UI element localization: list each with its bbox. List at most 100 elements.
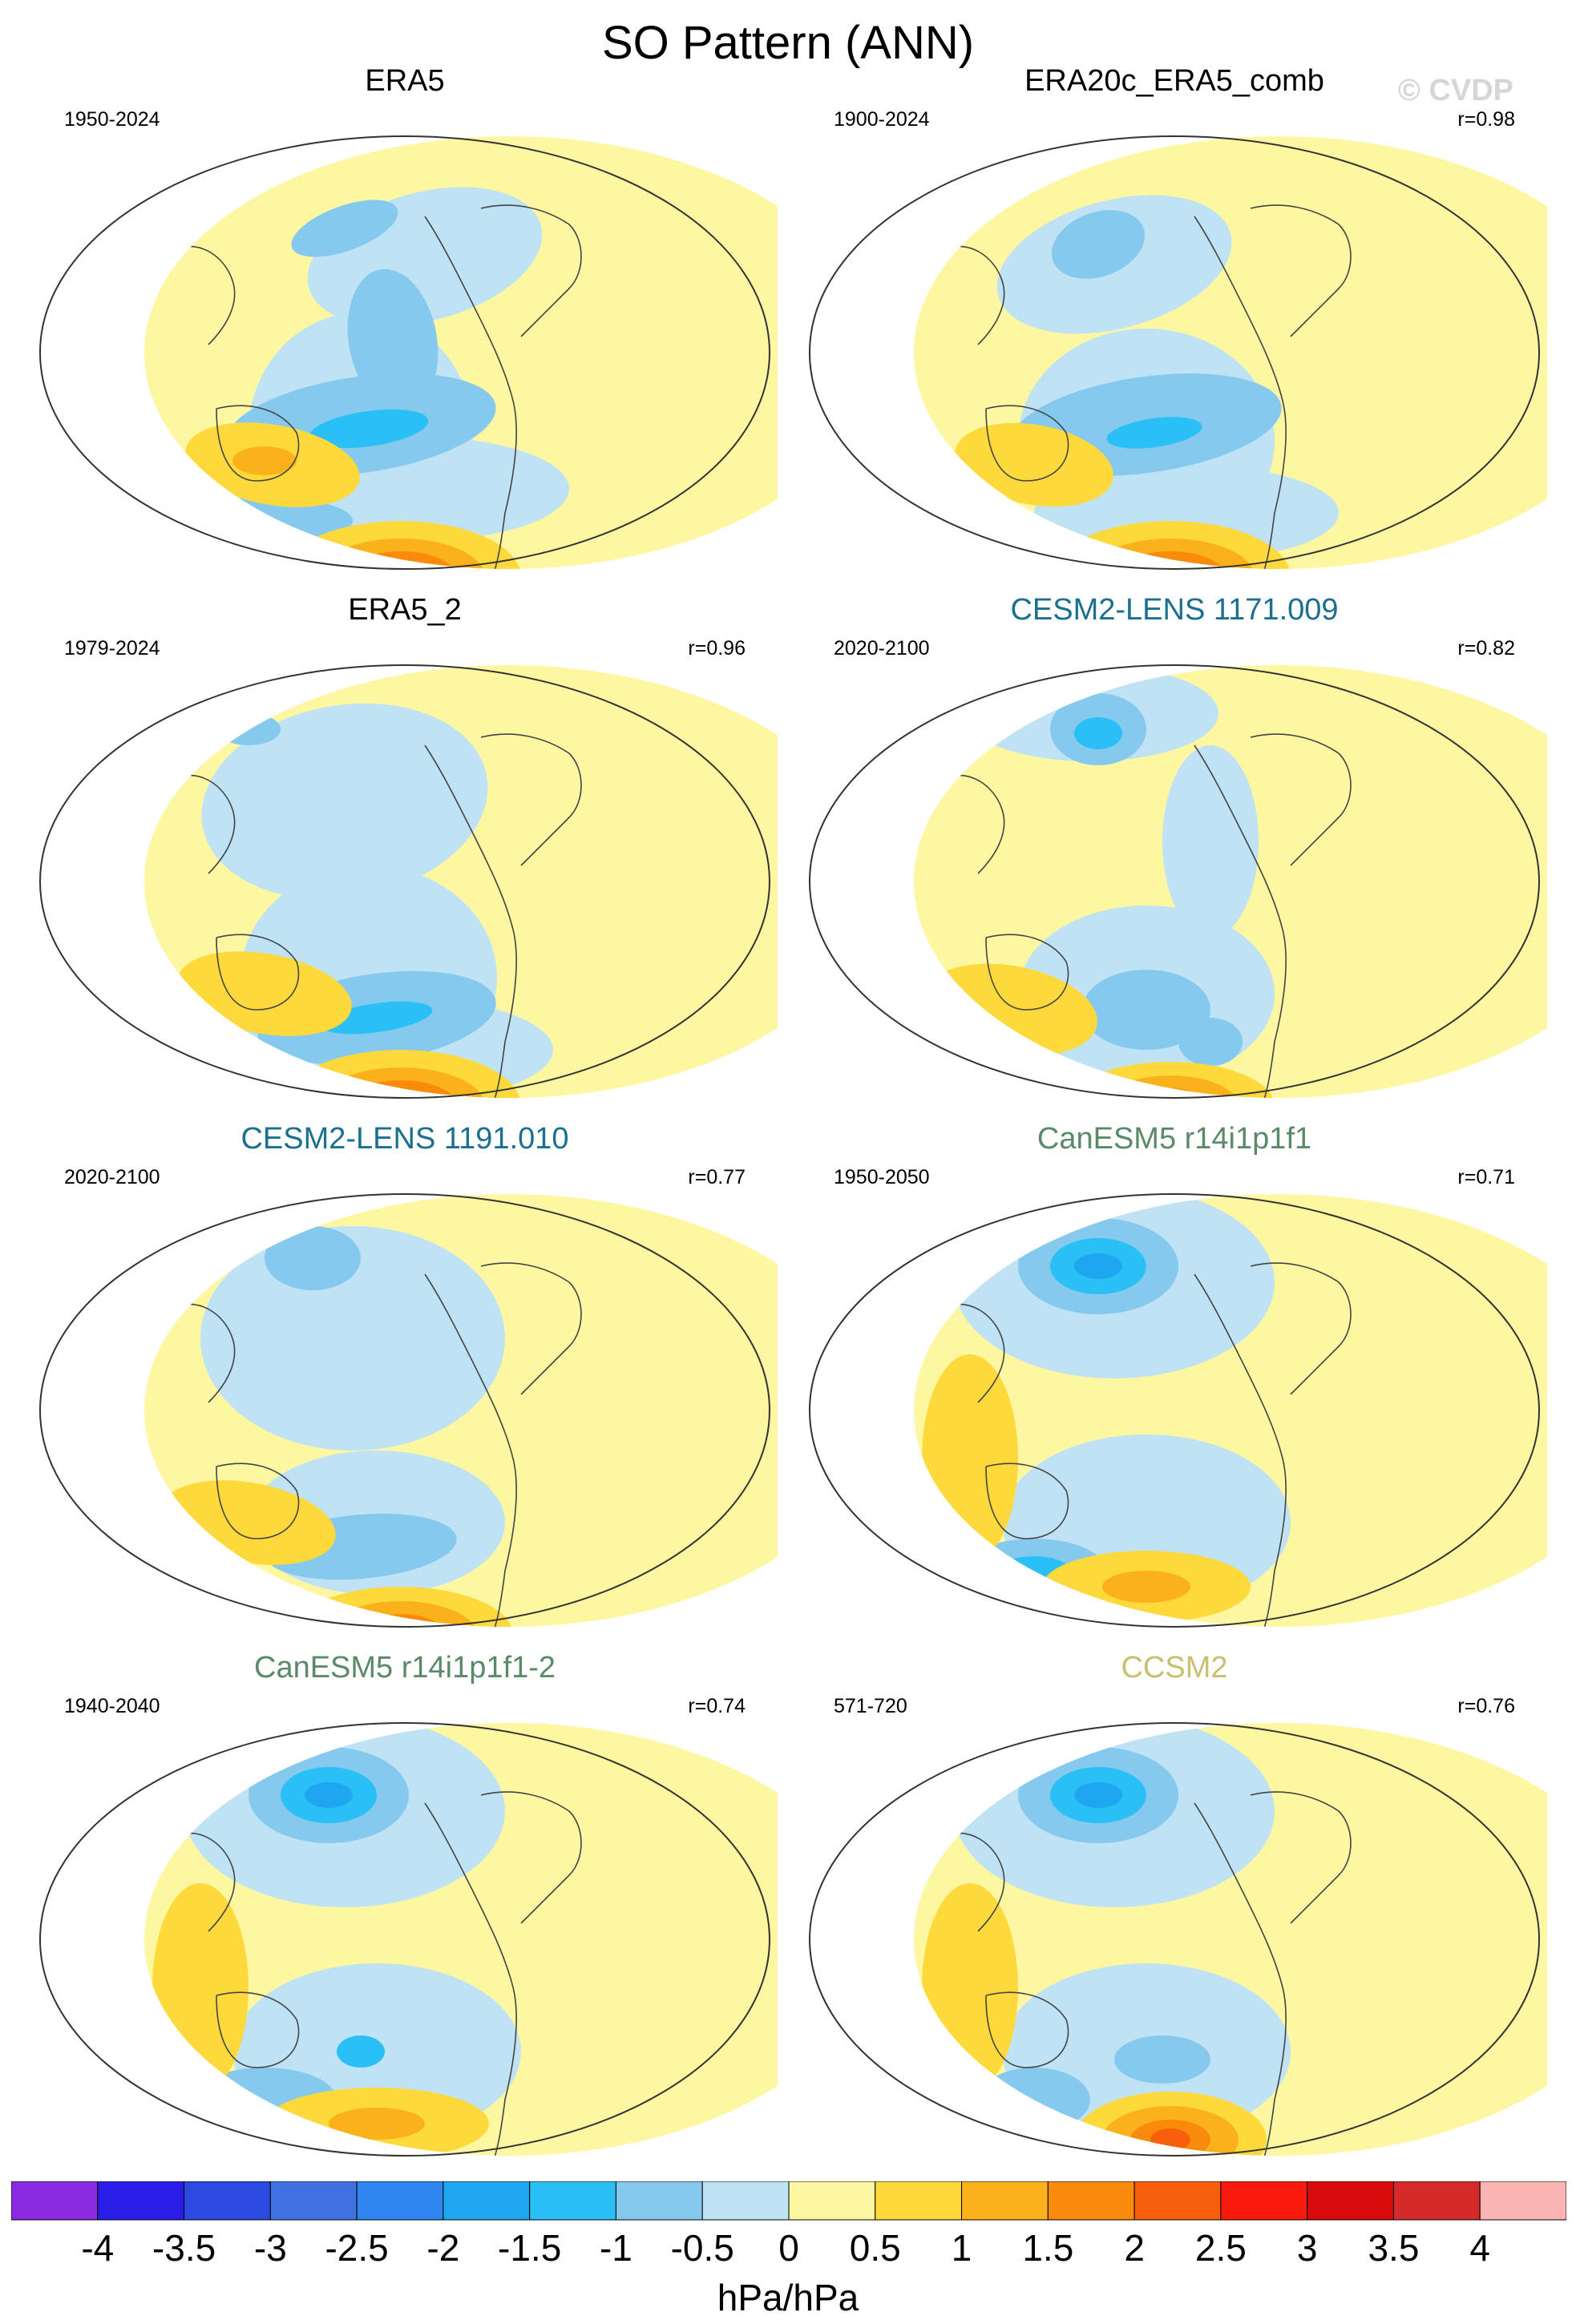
coastline [1194,744,1287,1098]
contour-region [381,1624,421,1627]
coastline [1194,1802,1287,2156]
colorbar-swatch [269,2181,358,2221]
map-panel: ERA5 1950-2024 [32,64,778,577]
map-panel: ERA5_2 1979-2024 r=0.96 [32,593,778,1106]
colorbar-swatch [1047,2181,1135,2221]
contour-region [309,409,429,449]
contour-region [1051,210,1146,279]
colorbar-swatch [442,2181,531,2221]
watermark: © CVDP [1397,74,1513,107]
coastline [329,2158,505,2165]
contour-region [228,1048,269,1067]
contour-region [232,446,297,475]
map-svg [809,1722,1547,2157]
coastline [1098,1629,1275,1636]
panel-years: 1950-2024 [64,108,160,131]
panel-title: CCSM2 [1121,1651,1228,1684]
page-title: SO Pattern (ANN) [601,17,975,69]
contour-region [922,1883,1018,2092]
map-outline [809,135,1540,570]
colorbar-tick-label: 2 [1124,2227,1145,2269]
colorbar-swatch [97,2181,185,2221]
colorbar-swatch [701,2181,790,2221]
panel-years: 1979-2024 [64,637,160,660]
contour-region [200,1226,505,1450]
contour-region [1074,1253,1122,1279]
panel-correlation: r=0.82 [1457,637,1515,660]
contour-region [1150,2128,1190,2151]
colorbar-tick-label: -2.5 [325,2227,389,2269]
coastline [985,1463,1069,1539]
map-svg [39,1655,778,2165]
panel-correlation: r=0.71 [1457,1166,1515,1188]
panel-years: 1940-2040 [64,1695,160,1717]
colorbar-tick-label: -1.5 [498,2227,562,2269]
contour-region [152,1883,249,2092]
coastline [480,204,582,337]
coastline [1250,1262,1352,1395]
map-svg [809,1193,1547,1636]
coastline [329,1629,505,1636]
coastline [176,1832,236,1932]
coastline [216,1463,300,1539]
colorbar-tick-label: 3 [1296,2227,1318,2269]
coastline [1194,216,1287,569]
contour-region [176,1655,625,1711]
contour-region [305,1782,353,1808]
panel-title: ERA5_2 [348,593,462,627]
colorbar-swatch [1307,2181,1394,2221]
panel-years: 571-720 [834,1695,907,1717]
colorbar-tick-label: -0.5 [670,2227,734,2269]
map-outline [39,1193,770,1628]
coastline [945,1832,1005,1932]
coastline [424,1273,517,1627]
coastline [1250,204,1352,337]
colorbar-swatch [1479,2181,1566,2221]
contour-region [1026,597,1267,653]
map-outline [809,1193,1540,1628]
panel-title: CanESM5 r14i1p1f1-2 [254,1651,556,1684]
map-panel: CanESM5 r14i1p1f1 1950-2050 r=0.71 [802,1122,1547,1635]
contour-region [337,2036,385,2068]
panel-title: CanESM5 r14i1p1f1 [1037,1122,1312,1156]
coastline [424,1802,517,2156]
contour-region [291,200,398,257]
colorbar-tick-label: 4 [1469,2227,1491,2269]
contour-region [216,713,281,745]
colorbar-tick-label: 2.5 [1194,2227,1247,2269]
colorbar-tick-label: -1 [599,2227,632,2269]
colorbar-tick-label: 3.5 [1368,2227,1420,2269]
panel-years: 2020-2100 [834,637,930,660]
coastline [945,245,1005,345]
contour-region [1156,569,1185,577]
colorbar-swatch [356,2181,444,2221]
panel-correlation: r=0.96 [688,637,746,660]
coastline [424,744,517,1098]
coastline [945,774,1005,874]
coastline [1098,1100,1275,1107]
coastline [176,774,236,874]
colorbar-swatch [615,2181,703,2221]
contour-region [329,2108,425,2140]
colorbar-tick-label: 0 [778,2227,799,2269]
map-panel: ERA20c_ERA5_comb 1900-2024 r=0.98 [802,64,1547,577]
map-panel: CESM2-LENS 1171.009 2020-2100 r=0.82 [802,593,1547,1106]
coastline [985,934,1069,1011]
coastline [216,934,300,1011]
colorbar-swatch [961,2181,1049,2221]
map-svg [809,135,1547,577]
contour-region [178,207,191,218]
contour-region [1114,2036,1210,2084]
panel-years: 1900-2024 [834,108,930,131]
contour-region [922,1354,1018,1563]
contour-region [1102,1571,1190,1603]
coastline [216,405,300,482]
coastline [424,216,517,569]
colorbar-swatch [1220,2181,1308,2221]
colorbar-tick-label: 1 [951,2227,972,2269]
coastline [985,405,1069,482]
coastline [1194,1273,1287,1627]
colorbar-tick-label: -3.5 [152,2227,216,2269]
panel-title: ERA5 [365,64,445,98]
panel-years: 1950-2050 [834,1166,930,1188]
